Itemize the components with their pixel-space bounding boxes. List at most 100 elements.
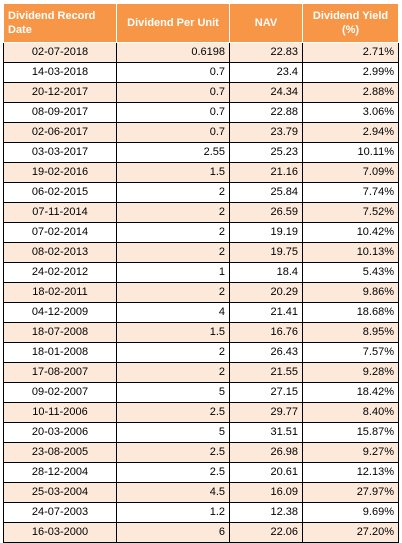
cell-dividend-yield: 18.68% xyxy=(302,302,399,323)
cell-dividend-per-unit: 5 xyxy=(116,422,230,443)
cell-record-date: 10-11-2006 xyxy=(3,402,117,423)
cell-dividend-per-unit: 4 xyxy=(116,302,230,323)
cell-dividend-per-unit: 1 xyxy=(116,262,230,283)
cell-dividend-per-unit: 2 xyxy=(116,242,230,263)
cell-dividend-yield: 12.13% xyxy=(302,462,399,483)
cell-dividend-yield: 8.40% xyxy=(302,402,399,423)
cell-record-date: 09-02-2007 xyxy=(3,382,117,403)
cell-dividend-per-unit: 6 xyxy=(116,522,230,543)
table-row: 20-03-2006 5 31.51 15.87% xyxy=(3,422,399,443)
cell-nav: 23.79 xyxy=(229,122,303,143)
cell-dividend-yield: 7.57% xyxy=(302,342,399,363)
header-dividend-per-unit: Dividend Per Unit xyxy=(116,3,230,43)
cell-record-date: 20-03-2006 xyxy=(3,422,117,443)
cell-dividend-yield: 15.87% xyxy=(302,422,399,443)
cell-dividend-yield: 10.13% xyxy=(302,242,399,263)
cell-record-date: 02-07-2018 xyxy=(3,42,117,63)
cell-dividend-yield: 10.11% xyxy=(302,142,399,163)
cell-dividend-yield: 2.88% xyxy=(302,82,399,103)
cell-dividend-per-unit: 0.7 xyxy=(116,122,230,143)
cell-nav: 26.59 xyxy=(229,202,303,223)
cell-record-date: 18-02-2011 xyxy=(3,282,117,303)
cell-nav: 12.38 xyxy=(229,502,303,523)
cell-record-date: 07-02-2014 xyxy=(3,222,117,243)
cell-record-date: 23-08-2005 xyxy=(3,442,117,463)
cell-dividend-per-unit: 2.5 xyxy=(116,462,230,483)
cell-dividend-per-unit: 2 xyxy=(116,202,230,223)
cell-record-date: 07-11-2014 xyxy=(3,202,117,223)
cell-dividend-per-unit: 0.7 xyxy=(116,102,230,123)
table-row: 10-11-2006 2.5 29.77 8.40% xyxy=(3,402,399,423)
cell-record-date: 24-02-2012 xyxy=(3,262,117,283)
table-row: 19-02-2016 1.5 21.16 7.09% xyxy=(3,162,399,183)
cell-record-date: 16-03-2000 xyxy=(3,522,117,543)
table-row: 24-07-2003 1.2 12.38 9.69% xyxy=(3,502,399,523)
cell-dividend-yield: 7.09% xyxy=(302,162,399,183)
cell-nav: 19.75 xyxy=(229,242,303,263)
table-row: 06-02-2015 2 25.84 7.74% xyxy=(3,182,399,203)
cell-dividend-yield: 9.69% xyxy=(302,502,399,523)
cell-dividend-yield: 3.06% xyxy=(302,102,399,123)
table-row: 14-03-2018 0.7 23.4 2.99% xyxy=(3,62,399,83)
cell-record-date: 08-09-2017 xyxy=(3,102,117,123)
cell-dividend-per-unit: 2 xyxy=(116,222,230,243)
table-body: 02-07-2018 0.6198 22.83 2.71% 14-03-2018 0.7 2… xyxy=(3,42,399,543)
header-nav: NAV xyxy=(229,3,303,43)
cell-nav: 22.06 xyxy=(229,522,303,543)
table-row: 25-03-2004 4.5 16.09 27.97% xyxy=(3,482,399,503)
cell-dividend-per-unit: 5 xyxy=(116,382,230,403)
cell-dividend-yield: 27.20% xyxy=(302,522,399,543)
table-row: 04-12-2009 4 21.41 18.68% xyxy=(3,302,399,323)
cell-nav: 24.34 xyxy=(229,82,303,103)
cell-dividend-yield: 7.74% xyxy=(302,182,399,203)
cell-record-date: 17-08-2007 xyxy=(3,362,117,383)
cell-dividend-per-unit: 2.55 xyxy=(116,142,230,163)
cell-nav: 29.77 xyxy=(229,402,303,423)
cell-dividend-per-unit: 0.7 xyxy=(116,82,230,103)
dividend-table-container: Dividend Record Date Dividend Per Unit N… xyxy=(3,3,399,543)
table-row: 16-03-2000 6 22.06 27.20% xyxy=(3,522,399,543)
header-record-date: Dividend Record Date xyxy=(3,3,117,43)
cell-nav: 21.55 xyxy=(229,362,303,383)
cell-record-date: 18-07-2008 xyxy=(3,322,117,343)
table-row: 09-02-2007 5 27.15 18.42% xyxy=(3,382,399,403)
cell-nav: 25.23 xyxy=(229,142,303,163)
cell-dividend-per-unit: 2 xyxy=(116,282,230,303)
table-row: 02-07-2018 0.6198 22.83 2.71% xyxy=(3,42,399,63)
cell-dividend-per-unit: 2.5 xyxy=(116,402,230,423)
cell-dividend-yield: 5.43% xyxy=(302,262,399,283)
cell-nav: 23.4 xyxy=(229,62,303,83)
table-row: 28-12-2004 2.5 20.61 12.13% xyxy=(3,462,399,483)
cell-dividend-per-unit: 4.5 xyxy=(116,482,230,503)
cell-record-date: 02-06-2017 xyxy=(3,122,117,143)
cell-nav: 26.98 xyxy=(229,442,303,463)
cell-nav: 27.15 xyxy=(229,382,303,403)
cell-nav: 31.51 xyxy=(229,422,303,443)
cell-nav: 16.09 xyxy=(229,482,303,503)
cell-nav: 22.83 xyxy=(229,42,303,63)
cell-dividend-yield: 8.95% xyxy=(302,322,399,343)
cell-dividend-yield: 9.28% xyxy=(302,362,399,383)
table-header: Dividend Record Date Dividend Per Unit N… xyxy=(3,3,399,43)
table-row: 08-02-2013 2 19.75 10.13% xyxy=(3,242,399,263)
cell-dividend-per-unit: 2 xyxy=(116,342,230,363)
table-row: 07-02-2014 2 19.19 10.42% xyxy=(3,222,399,243)
cell-record-date: 28-12-2004 xyxy=(3,462,117,483)
table-row: 24-02-2012 1 18.4 5.43% xyxy=(3,262,399,283)
cell-dividend-yield: 10.42% xyxy=(302,222,399,243)
table-row: 08-09-2017 0.7 22.88 3.06% xyxy=(3,102,399,123)
cell-dividend-per-unit: 2 xyxy=(116,362,230,383)
cell-dividend-yield: 2.99% xyxy=(302,62,399,83)
cell-nav: 20.29 xyxy=(229,282,303,303)
table-row: 18-07-2008 1.5 16.76 8.95% xyxy=(3,322,399,343)
table-row: 18-01-2008 2 26.43 7.57% xyxy=(3,342,399,363)
cell-dividend-yield: 7.52% xyxy=(302,202,399,223)
cell-nav: 25.84 xyxy=(229,182,303,203)
cell-record-date: 06-02-2015 xyxy=(3,182,117,203)
cell-dividend-yield: 9.86% xyxy=(302,282,399,303)
cell-dividend-yield: 9.27% xyxy=(302,442,399,463)
cell-record-date: 04-12-2009 xyxy=(3,302,117,323)
table-row: 20-12-2017 0.7 24.34 2.88% xyxy=(3,82,399,103)
cell-record-date: 19-02-2016 xyxy=(3,162,117,183)
cell-nav: 16.76 xyxy=(229,322,303,343)
